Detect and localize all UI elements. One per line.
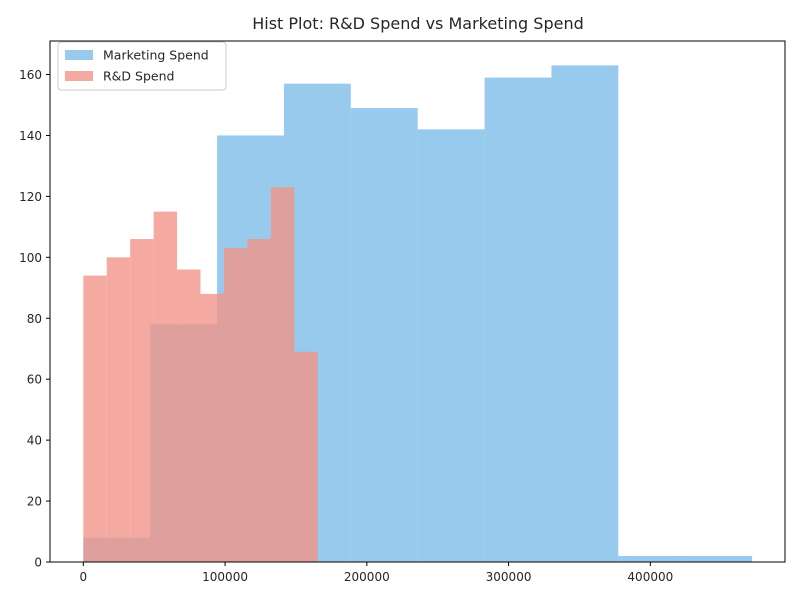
r-d-spend-bar [177, 269, 201, 562]
bars-group [83, 65, 753, 563]
y-tick-label: 100 [19, 251, 42, 265]
r-d-spend-bar [270, 187, 295, 563]
y-tick-label: 80 [27, 312, 42, 326]
marketing-spend-bar [484, 77, 552, 562]
axes-group: 0 100000 200000 300000 400000 0 20 40 60 80 100 120… [19, 40, 786, 584]
y-tick-label: 140 [19, 129, 42, 143]
legend-swatch-marketing-spend [65, 50, 93, 60]
x-tick-label: 100000 [202, 570, 248, 584]
plot-frame [49, 40, 786, 563]
marketing-spend-bar [350, 108, 418, 563]
y-tick-label: 20 [27, 495, 42, 509]
y-tick-label: 160 [19, 68, 42, 82]
x-tick-label: 300000 [486, 570, 532, 584]
r-d-spend-bar [106, 257, 131, 562]
x-tick-label: 0 [79, 570, 87, 584]
r-d-spend-bar [130, 239, 154, 562]
marketing-spend-bar [685, 555, 753, 562]
marketing-spend-bar [417, 129, 485, 562]
chart-title: Hist Plot: R&D Spend vs Marketing Spend [252, 14, 584, 33]
r-d-spend-bar [83, 275, 107, 562]
marketing-spend-bar [551, 65, 619, 562]
x-tick-label: 400000 [627, 570, 673, 584]
y-tick-label: 120 [19, 190, 42, 204]
legend-box [57, 41, 227, 91]
r-d-spend-bar [247, 239, 271, 562]
x-tick-label: 200000 [344, 570, 390, 584]
legend-label-marketing-spend: Marketing Spend [103, 48, 209, 63]
marketing-spend-bar [618, 555, 686, 562]
y-tick-label: 40 [27, 434, 42, 448]
legend: Marketing Spend R&D Spend [57, 41, 227, 91]
y-tick-label: 60 [27, 373, 42, 387]
legend-label-r-d-spend: R&D Spend [103, 69, 174, 84]
r-d-spend-bar [153, 211, 178, 563]
r-d-spend-bar [294, 351, 318, 562]
y-tick-label: 0 [34, 556, 42, 570]
r-d-spend-bar [200, 293, 224, 562]
r-d-spend-bar [223, 248, 248, 563]
legend-swatch-r-d-spend [65, 71, 93, 81]
